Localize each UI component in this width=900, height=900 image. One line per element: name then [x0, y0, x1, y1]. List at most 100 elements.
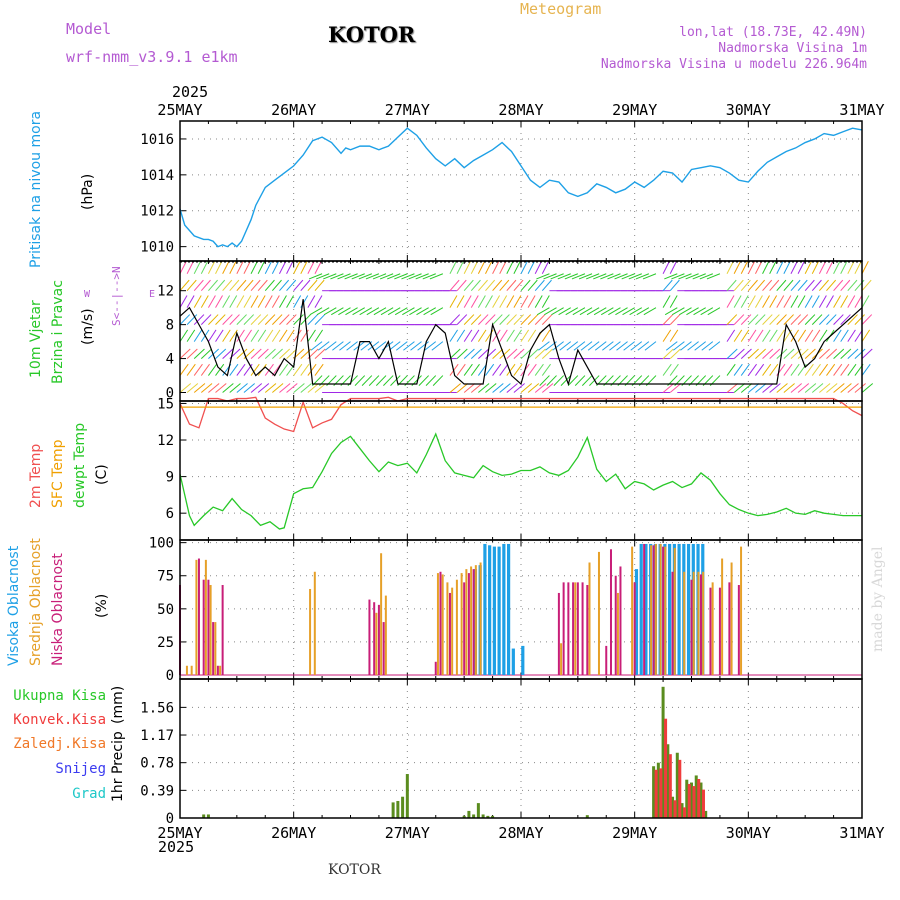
- wind-barb: [402, 307, 415, 316]
- wind-barb: [669, 363, 679, 376]
- wind-barb: [520, 348, 532, 359]
- low-cloud-bar: [567, 582, 570, 676]
- wind-barb: [840, 314, 851, 325]
- wind-barbs-group: [179, 261, 874, 394]
- wind-barb: [506, 314, 517, 325]
- wind-barb: [229, 363, 239, 376]
- wind-barb: [243, 295, 252, 308]
- wind-barb: [706, 273, 721, 280]
- model-name: wrf-nmm_v3.9.1 e1km: [66, 48, 238, 66]
- wind-barb: [470, 295, 479, 308]
- x-tick-top-label: 26MAY: [271, 101, 316, 119]
- wind-barb: [797, 383, 810, 393]
- wind-barb: [783, 383, 795, 393]
- wind-barb: [790, 279, 801, 292]
- wind-barb: [559, 341, 572, 351]
- low-cloud-bar: [699, 574, 702, 676]
- wind-barb: [707, 307, 721, 316]
- wind-barb: [644, 341, 657, 351]
- wind-barb: [560, 375, 572, 386]
- low-cloud-bar: [557, 592, 560, 676]
- wind-barb: [574, 375, 586, 386]
- mid-cloud-bar: [697, 571, 700, 676]
- wind-barb: [257, 314, 269, 325]
- wind-barb: [390, 375, 401, 386]
- wind-barb: [811, 261, 820, 274]
- wind-barb: [470, 363, 480, 376]
- wind-barb: [665, 341, 678, 351]
- wind-barb: [271, 314, 283, 325]
- wind-barb: [607, 273, 621, 280]
- wind-barb: [586, 307, 600, 316]
- panel-frame: [179, 678, 863, 819]
- wind-barb: [664, 273, 678, 280]
- wind-barb: [186, 314, 198, 325]
- wind-barb: [485, 261, 493, 274]
- wind-barb: [833, 329, 842, 342]
- wind-barb: [630, 341, 643, 351]
- wind-barb: [314, 295, 323, 308]
- wind-barb: [323, 273, 337, 280]
- wind-barb: [449, 363, 459, 376]
- low-cloud-bar: [614, 575, 617, 676]
- wind-barb: [193, 279, 204, 292]
- wind-barb: [307, 279, 318, 292]
- wind-barb: [538, 341, 550, 351]
- wind-barb: [279, 329, 288, 342]
- wind-barb: [208, 314, 219, 325]
- total-rain-bar: [486, 815, 490, 818]
- wind-barb: [847, 329, 856, 342]
- wind-barb: [811, 279, 822, 292]
- x-tick-bottom-label: 31MAY: [839, 824, 884, 842]
- total-rain-bar: [585, 815, 589, 818]
- wind-barb: [286, 261, 294, 274]
- wind-barb: [673, 341, 685, 351]
- mid-cloud-bar: [313, 571, 316, 676]
- mid-cloud-bar: [195, 559, 198, 676]
- high-cloud-bar: [483, 543, 487, 676]
- wind-barb: [833, 261, 841, 274]
- wind-barb: [686, 307, 699, 316]
- wind-barb: [520, 279, 531, 292]
- wind-barb: [833, 363, 843, 376]
- wind-barb: [726, 383, 739, 393]
- mid-cloud-bar: [588, 562, 591, 676]
- wind-barb: [456, 261, 464, 274]
- wind-barb: [539, 375, 550, 386]
- wind-barb: [222, 348, 234, 359]
- wind-barb: [790, 383, 803, 393]
- wind-barb: [608, 307, 621, 316]
- wind-barb: [600, 273, 614, 280]
- wind-barb: [733, 261, 741, 274]
- x-tick-bottom-label: 28MAY: [498, 824, 543, 842]
- wind-barb: [229, 329, 238, 342]
- mid-cloud-bar: [574, 582, 577, 676]
- total-rain-bar: [656, 762, 660, 818]
- wind-barb: [669, 329, 679, 342]
- wind-barb: [229, 261, 237, 274]
- wind-barb: [747, 363, 757, 376]
- mid-cloud-bar: [702, 571, 705, 676]
- wind-barb: [499, 348, 511, 359]
- wind-barb: [840, 329, 849, 342]
- wind-barb: [567, 375, 579, 386]
- total-rain-bar: [401, 796, 405, 818]
- wind-barb: [581, 375, 593, 386]
- wind-barb: [826, 383, 838, 393]
- wind-barb: [307, 314, 318, 325]
- total-rain-bar: [690, 782, 693, 818]
- wind-barb: [250, 295, 259, 308]
- wind-barb: [257, 348, 269, 359]
- wind-barb: [513, 261, 521, 274]
- wind-barb: [449, 314, 461, 325]
- wind-barb: [449, 279, 460, 292]
- wind-barb: [492, 279, 503, 292]
- wind-barb: [229, 314, 240, 325]
- wind-barb: [826, 314, 837, 325]
- wind-barb: [671, 273, 685, 280]
- wind-barb: [470, 329, 480, 342]
- wind-barb: [200, 261, 209, 274]
- mid-cloud-bar: [190, 665, 193, 676]
- wind-barb: [279, 363, 289, 376]
